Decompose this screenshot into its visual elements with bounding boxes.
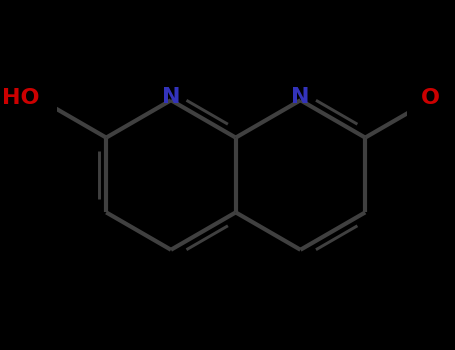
- Text: N: N: [162, 87, 180, 107]
- Text: O: O: [420, 89, 440, 108]
- Text: N: N: [291, 87, 310, 107]
- Text: HO: HO: [2, 89, 40, 108]
